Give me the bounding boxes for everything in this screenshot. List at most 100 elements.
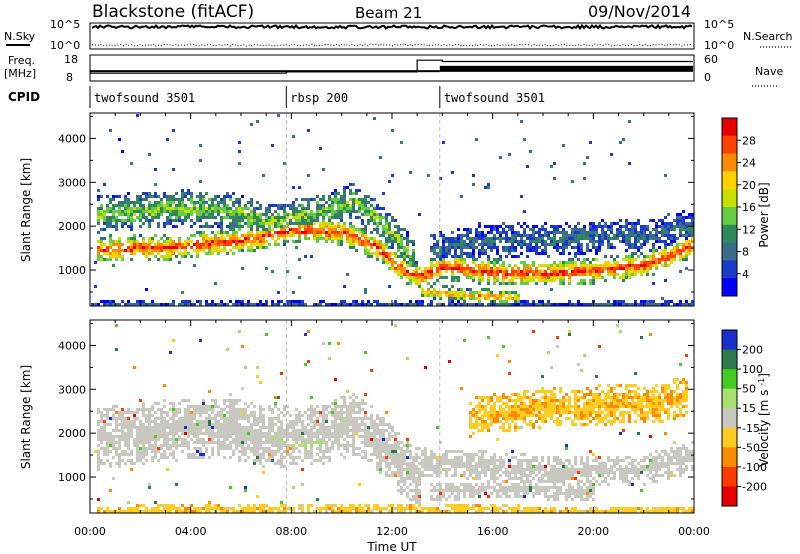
vel-cell: [271, 456, 274, 459]
power-cell: [232, 246, 235, 249]
vel-cell: [205, 420, 208, 423]
vel-cell: [337, 435, 340, 438]
vel-cell: [157, 402, 160, 405]
vel-cell: [130, 453, 133, 456]
vel-cell: [337, 405, 340, 408]
vel-cell: [352, 405, 355, 408]
vel-cell: [235, 510, 238, 513]
power-cell: [382, 252, 385, 255]
power-cell: [640, 231, 643, 234]
power-cell: [355, 249, 358, 252]
power-cell: [610, 270, 613, 273]
vel-cell: [112, 510, 115, 513]
vel-cell: [355, 453, 358, 456]
vel-cell: [289, 423, 292, 426]
vel-cell: [232, 417, 235, 420]
power-cell: [235, 246, 238, 249]
vel-cell: [322, 408, 325, 411]
power-cell: [367, 243, 370, 246]
vel-cell: [199, 411, 202, 414]
power-cell: [253, 249, 256, 252]
power-cell: [517, 294, 520, 297]
vel-cell: [454, 450, 457, 453]
power-cell: [271, 216, 274, 219]
vel-cell: [418, 483, 421, 486]
power-cell: [307, 204, 310, 207]
vel-cell: [385, 471, 388, 474]
vel-cell: [460, 465, 463, 468]
vel-cell: [439, 510, 442, 513]
vel-cell: [115, 423, 118, 426]
power-cell: [460, 294, 463, 297]
power-cell: [445, 249, 448, 252]
power-cell: [691, 249, 694, 252]
power-cell: [469, 228, 472, 231]
vel-cell: [385, 447, 388, 450]
vel-cell: [457, 450, 460, 453]
vel-cell: [289, 414, 292, 417]
power-cell: [322, 228, 325, 231]
power-cell: [118, 201, 121, 204]
power-cell: [625, 234, 628, 237]
power-cell: [490, 246, 493, 249]
power-cell: [574, 273, 577, 276]
power-cell: [499, 270, 502, 273]
power-cell: [127, 237, 130, 240]
vel-cell: [208, 441, 211, 444]
power-cell: [262, 219, 265, 222]
power-cell: [340, 207, 343, 210]
vel-cell: [136, 507, 139, 510]
vel-cell: [103, 435, 106, 438]
power-cell: [139, 210, 142, 213]
vel-cell: [325, 510, 328, 513]
power-cell: [535, 246, 538, 249]
vel-cell: [415, 480, 418, 483]
power-cell: [562, 228, 565, 231]
vel-cell: [193, 456, 196, 459]
power-cell: [625, 249, 628, 252]
power-cell: [310, 210, 313, 213]
power-cell: [595, 303, 598, 306]
vel-cell: [469, 423, 472, 426]
power-cell: [148, 240, 151, 243]
vel-cell: [379, 465, 382, 468]
vel-cell: [298, 429, 301, 432]
power-cell: [517, 273, 520, 276]
vel-cell: [106, 414, 109, 417]
vel-cell: [460, 507, 463, 510]
vel-cell: [241, 450, 244, 453]
power-cell: [280, 207, 283, 210]
power-cell: [208, 207, 211, 210]
vel-cell: [97, 498, 100, 501]
vel-cell: [349, 411, 352, 414]
vel-cell: [109, 510, 112, 513]
power-cell: [628, 255, 631, 258]
power-cell: [364, 210, 367, 213]
power-cell: [130, 237, 133, 240]
vel-cell: [289, 453, 292, 456]
vel-cell: [385, 456, 388, 459]
vel-cell: [412, 474, 415, 477]
power-cell: [559, 276, 562, 279]
power-cell: [529, 279, 532, 282]
vel-cell: [163, 438, 166, 441]
vel-cell: [325, 456, 328, 459]
power-cell: [295, 222, 298, 225]
power-cell: [259, 246, 262, 249]
vel-cell: [343, 429, 346, 432]
power-cell: [652, 273, 655, 276]
power-cell: [274, 216, 277, 219]
vel-cell: [337, 417, 340, 420]
power-cell: [655, 222, 658, 225]
vel-cell: [415, 492, 418, 495]
power-cell: [493, 300, 496, 303]
power-cell: [352, 240, 355, 243]
vel-cell: [172, 417, 175, 420]
power-cell: [154, 183, 157, 186]
vel-cell: [355, 432, 358, 435]
vel-cell: [241, 432, 244, 435]
power-cell: [259, 303, 262, 306]
vel-cell: [160, 420, 163, 423]
power-cell: [217, 210, 220, 213]
power-cell: [214, 195, 217, 198]
